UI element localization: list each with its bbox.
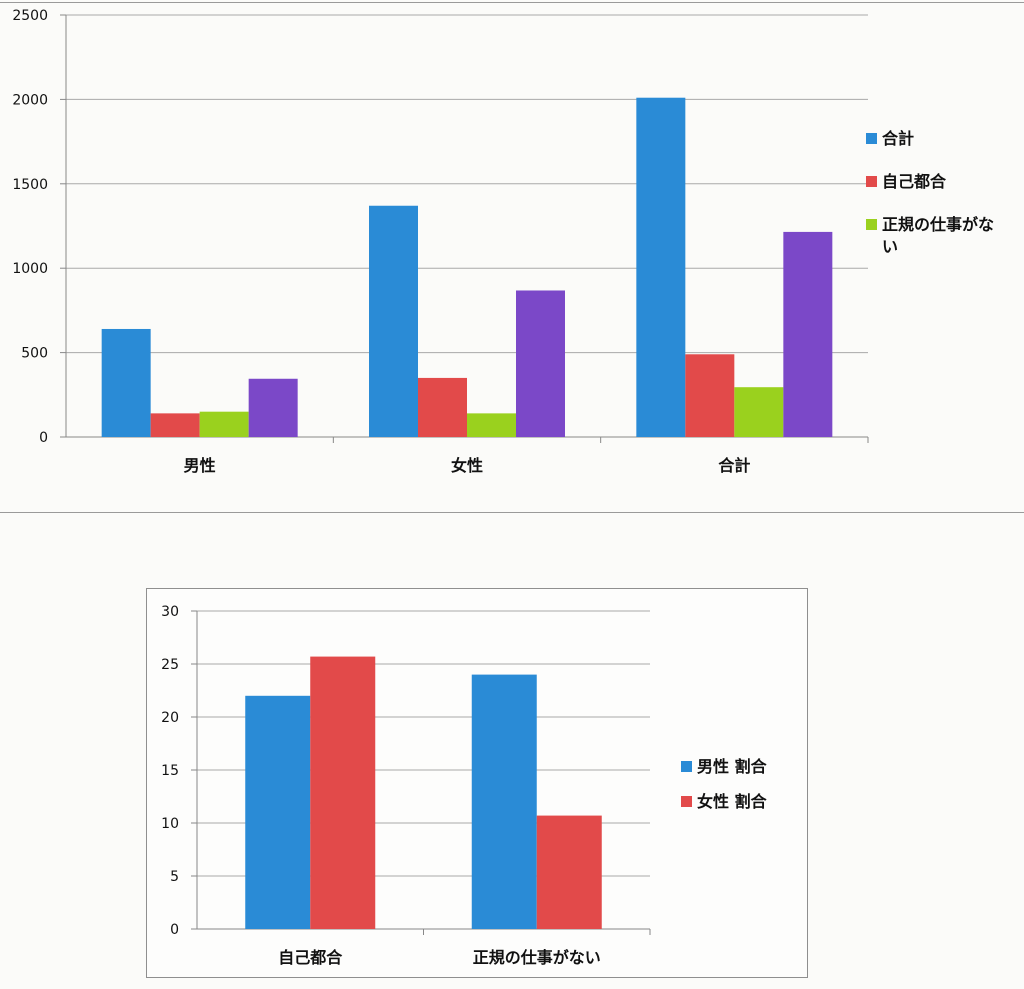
bar-2-1 (150, 413, 200, 437)
legend-label: 自己都合 (882, 172, 947, 191)
legend-label: 女性 割合 (697, 792, 768, 811)
legend-swatch (866, 219, 877, 230)
bar-3-3 (734, 387, 784, 437)
y-tick-label: 0 (39, 430, 48, 446)
bar-2-2 (536, 815, 602, 929)
bar-3-1 (199, 411, 249, 437)
legend-label: 男性 割合 (697, 757, 768, 776)
divider-middle (0, 512, 1024, 513)
divider-top (0, 2, 1024, 3)
y-tick-label: 2000 (12, 92, 48, 108)
bar-1-3 (636, 97, 686, 437)
y-tick-label: 2500 (12, 8, 48, 24)
legend-swatch (681, 796, 692, 807)
legend-swatch (681, 761, 692, 772)
y-tick-label: 500 (21, 346, 48, 362)
x-category-label: 正規の仕事がない (473, 948, 601, 967)
x-category-label: 女性 (451, 456, 483, 475)
x-category-label: 男性 (184, 456, 216, 475)
y-tick-label: 10 (161, 816, 179, 832)
bar-2-1 (310, 656, 376, 929)
legend-swatch (866, 133, 877, 144)
chart-bottom-frame: 0 5 10 15 20 25 30 自己都合 正規の仕事がない 男性 割合女性 割合 (146, 588, 808, 978)
x-category-label: 合計 (718, 456, 750, 475)
legend-label: い (882, 237, 898, 256)
bar-1-2 (471, 674, 537, 929)
bar-1-1 (101, 328, 151, 437)
x-category-label: 自己都合 (278, 948, 343, 967)
y-tick-label: 20 (161, 710, 179, 726)
legend-swatch (866, 176, 877, 187)
y-tick-label: 30 (161, 604, 179, 620)
bar-3-2 (467, 413, 516, 437)
y-tick-label: 1000 (12, 261, 48, 277)
y-tick-label: 1500 (12, 177, 48, 193)
y-tick-label: 15 (161, 763, 179, 779)
y-tick-label: 25 (161, 657, 179, 673)
y-tick-label: 0 (170, 922, 179, 938)
y-tick-label: 5 (170, 869, 179, 885)
bar-4-1 (248, 378, 298, 437)
bar-2-2 (418, 377, 467, 437)
bar-2-3 (685, 354, 735, 437)
legend-label: 正規の仕事がな (882, 215, 994, 234)
bar-1-1 (245, 695, 311, 929)
bar-1-2 (369, 205, 418, 437)
bar-4-3 (783, 231, 833, 437)
bar-4-2 (516, 290, 565, 437)
legend-label: 合計 (882, 129, 914, 148)
